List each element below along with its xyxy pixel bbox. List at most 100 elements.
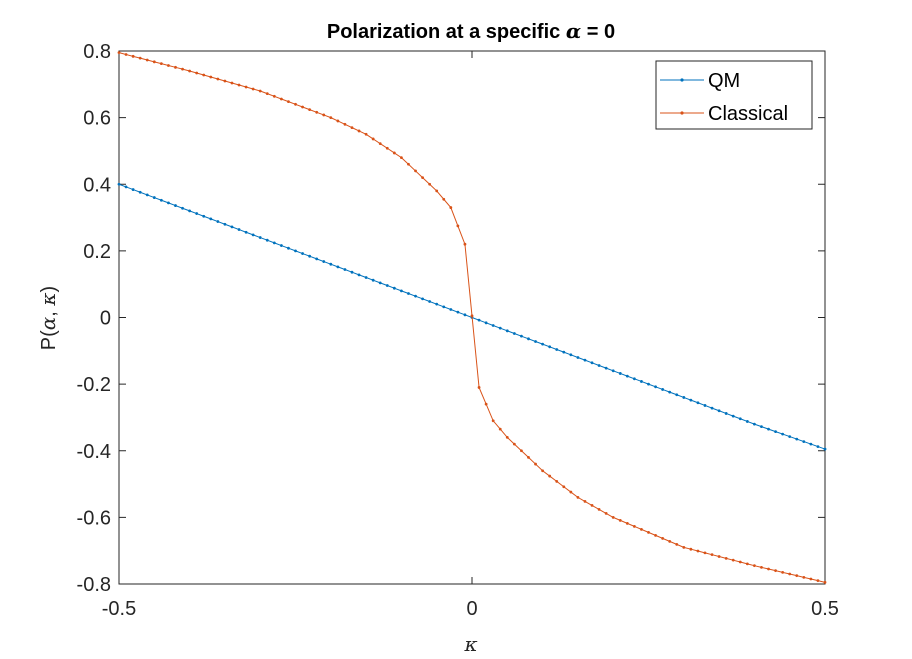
series-marker-qm [583, 358, 587, 362]
series-marker-qm [308, 254, 312, 258]
series-marker-qm [597, 364, 601, 367]
series-marker-qm [611, 369, 615, 373]
series-marker-classical [710, 553, 714, 557]
series-marker-classical [294, 102, 297, 106]
series-marker-qm [357, 273, 361, 277]
series-marker-qm [414, 294, 417, 298]
series-marker-classical [470, 314, 474, 318]
series-marker-qm [442, 305, 446, 309]
series-marker-qm [816, 445, 820, 448]
series-marker-qm [400, 289, 403, 293]
series-marker-classical [760, 565, 763, 569]
series-marker-classical [258, 89, 262, 93]
series-marker-qm [287, 246, 290, 250]
series-marker-qm [484, 321, 488, 325]
series-marker-qm [505, 329, 509, 333]
series-marker-classical [668, 539, 672, 543]
series-marker-classical [611, 515, 615, 519]
series-marker-qm [138, 190, 142, 194]
series-marker-classical [491, 419, 495, 423]
series-marker-qm [520, 334, 523, 338]
series-marker-qm [152, 196, 156, 199]
series-marker-classical [541, 469, 544, 473]
series-marker-qm [294, 249, 297, 253]
series-marker-classical [244, 85, 248, 89]
series-marker-qm [145, 193, 149, 197]
y-axis: -0.8 -0.6 -0.4 -0.2 0 0.2 0.4 0.6 0.8 [77, 41, 825, 596]
series-marker-qm [823, 447, 827, 451]
series-marker-qm [717, 409, 721, 413]
series-marker-qm [449, 308, 453, 311]
series-marker-classical [753, 564, 756, 568]
series-marker-qm [745, 420, 749, 423]
series-marker-classical [322, 113, 326, 117]
series-marker-classical [632, 524, 636, 528]
series-marker-qm [209, 217, 213, 221]
series-marker-classical [117, 51, 121, 55]
x-tick-label: 0 [466, 598, 477, 620]
series-marker-classical [336, 119, 340, 123]
series-marker-classical [745, 562, 749, 566]
series-marker-qm [456, 310, 460, 314]
series-marker-classical [442, 197, 446, 201]
series-marker-classical [484, 402, 488, 406]
series-marker-qm [647, 382, 650, 386]
series-marker-classical [604, 511, 608, 515]
series-marker-qm [710, 406, 714, 410]
series-marker-qm [774, 430, 777, 433]
series-marker-classical [287, 100, 290, 104]
series-marker-classical [209, 75, 213, 79]
series-marker-classical [407, 162, 410, 166]
series-marker-classical [788, 572, 792, 576]
series-marker-qm [724, 412, 728, 415]
series-marker-classical [343, 122, 347, 126]
series-marker-qm [216, 220, 220, 223]
series-marker-classical [738, 560, 742, 564]
series-marker-classical [202, 73, 206, 77]
series-marker-classical [301, 105, 304, 109]
y-tick-label: 0.2 [83, 241, 111, 263]
series-marker-qm [477, 318, 481, 322]
series-marker-classical [625, 521, 629, 525]
series-marker-classical [188, 69, 192, 73]
series-marker-qm [682, 396, 686, 399]
series-marker-qm [618, 372, 622, 375]
series-marker-classical [512, 442, 516, 446]
series-marker-classical [195, 71, 199, 75]
y-tick-label: 0.8 [83, 41, 111, 63]
series-marker-classical [661, 536, 665, 540]
y-axis-label: P(α, κ) [36, 286, 60, 350]
series-marker-classical [717, 555, 721, 558]
series-marker-classical [174, 65, 177, 69]
series-marker-classical [569, 490, 573, 494]
series-marker-qm [322, 260, 326, 263]
series-marker-classical [689, 547, 693, 551]
series-marker-classical [272, 94, 276, 98]
series-marker-classical [724, 556, 728, 560]
series-marker-qm [753, 422, 756, 426]
series-marker-classical [696, 549, 700, 553]
series-marker-qm [301, 252, 304, 255]
series-marker-classical [675, 542, 679, 546]
series-marker-qm [760, 425, 763, 428]
series-marker-qm [279, 244, 283, 247]
series-marker-classical [505, 436, 509, 439]
series-marker-classical [357, 129, 361, 133]
series-marker-qm [576, 356, 580, 359]
series-marker-qm [392, 286, 396, 290]
series-marker-classical [414, 169, 417, 173]
series-marker-qm [788, 435, 792, 438]
series-marker-classical [682, 545, 686, 549]
series-marker-qm [640, 380, 643, 383]
series-marker-qm [604, 366, 608, 370]
series-marker-qm [124, 185, 128, 189]
series-marker-classical [781, 570, 785, 574]
series-marker-qm [131, 188, 135, 191]
series-marker-classical [562, 485, 566, 489]
series-marker-classical [823, 580, 827, 584]
series-marker-classical [654, 533, 657, 537]
series-marker-qm [654, 385, 657, 389]
series-marker-qm [534, 340, 537, 343]
series-marker-classical [456, 224, 460, 228]
